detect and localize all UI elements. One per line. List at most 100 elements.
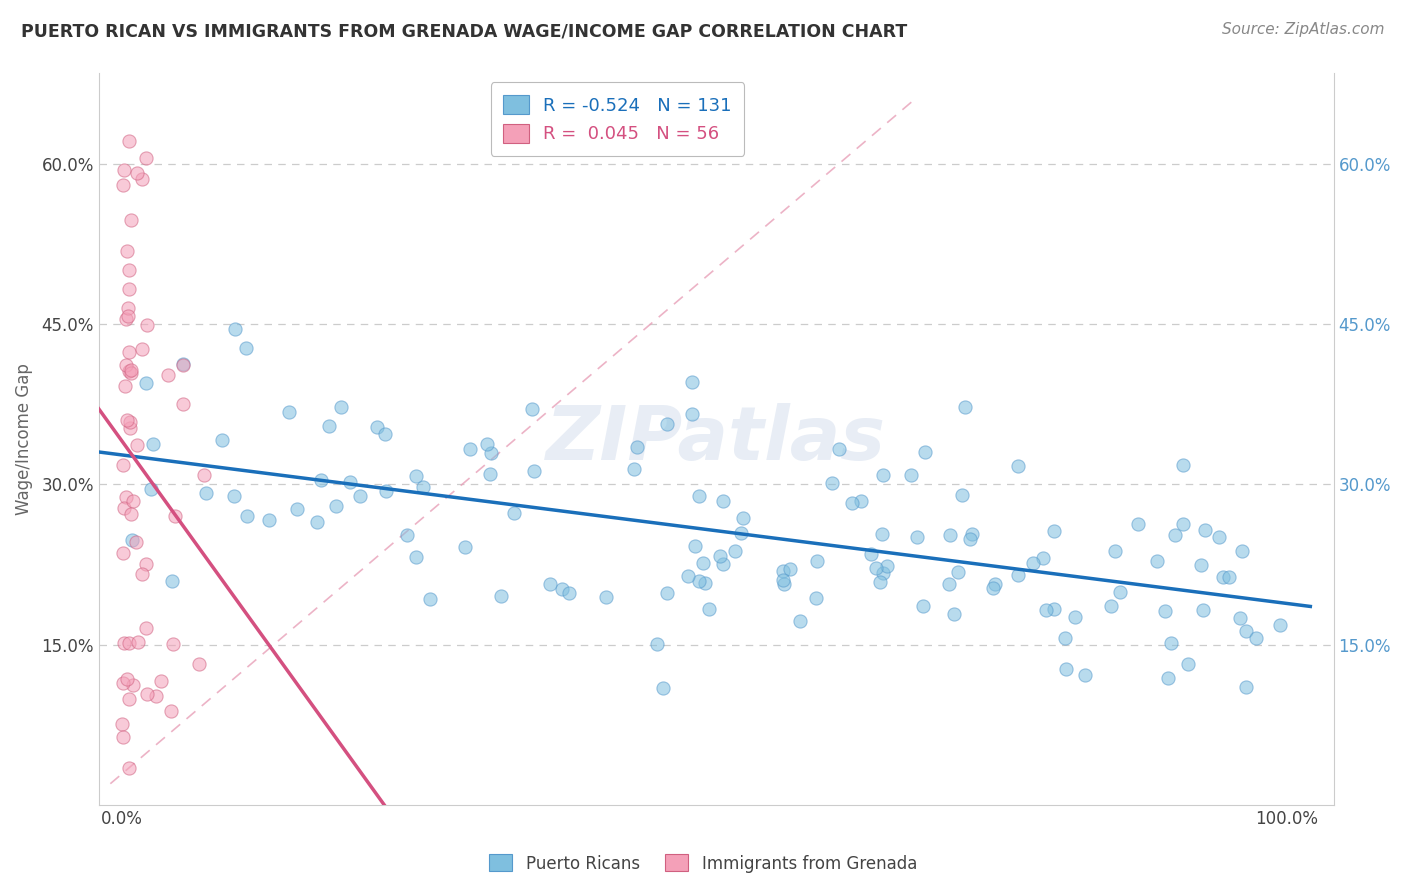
Point [329, 400, 352, 414]
Point [122, 677, 145, 691]
Point [120, 366, 142, 380]
Point [118, 282, 141, 296]
Point [912, 599, 935, 613]
Point [959, 533, 981, 547]
Point [595, 590, 617, 604]
Point [688, 574, 710, 588]
Point [475, 437, 498, 451]
Point [789, 614, 811, 628]
Point [1032, 550, 1054, 565]
Point [657, 586, 679, 600]
Point [688, 489, 710, 503]
Point [117, 310, 139, 324]
Point [872, 566, 894, 581]
Point [139, 482, 162, 496]
Point [869, 575, 891, 590]
Point [772, 573, 794, 587]
Point [1022, 556, 1045, 570]
Point [111, 731, 134, 745]
Point [865, 561, 887, 575]
Point [112, 636, 135, 650]
Point [478, 467, 501, 482]
Point [374, 427, 396, 442]
Point [112, 178, 135, 192]
Point [711, 494, 734, 508]
Point [121, 493, 143, 508]
Y-axis label: Wage/Income Gap: Wage/Income Gap [15, 363, 32, 515]
Point [1054, 662, 1077, 676]
Point [828, 442, 851, 457]
Point [1007, 568, 1029, 582]
Point [236, 509, 259, 524]
Point [1160, 636, 1182, 650]
Legend: Puerto Ricans, Immigrants from Grenada: Puerto Ricans, Immigrants from Grenada [482, 847, 924, 880]
Point [405, 549, 427, 564]
Point [981, 582, 1004, 596]
Point [118, 421, 141, 435]
Point [131, 171, 153, 186]
Point [1054, 631, 1077, 645]
Point [1194, 523, 1216, 537]
Point [773, 577, 796, 591]
Point [162, 637, 184, 651]
Point [779, 562, 801, 576]
Point [211, 433, 233, 447]
Point [859, 547, 882, 561]
Point [375, 483, 398, 498]
Point [111, 717, 134, 731]
Point [112, 163, 135, 178]
Point [136, 687, 159, 701]
Point [160, 574, 183, 589]
Point [872, 468, 894, 483]
Point [479, 446, 502, 460]
Point [396, 528, 419, 542]
Point [1171, 517, 1194, 532]
Point [325, 499, 347, 513]
Point [681, 375, 703, 389]
Point [454, 541, 477, 555]
Point [285, 502, 308, 516]
Point [145, 689, 167, 703]
Point [131, 343, 153, 357]
Point [118, 364, 141, 378]
Point [1189, 558, 1212, 572]
Point [502, 506, 524, 520]
Point [111, 458, 134, 472]
Point [405, 468, 427, 483]
Point [983, 577, 1005, 591]
Point [339, 475, 361, 490]
Text: ZIPatlas: ZIPatlas [546, 402, 886, 475]
Point [1173, 458, 1195, 472]
Point [1234, 624, 1257, 638]
Point [676, 569, 699, 583]
Point [1177, 657, 1199, 671]
Point [652, 681, 675, 696]
Point [821, 476, 844, 491]
Point [1099, 599, 1122, 614]
Point [1268, 618, 1291, 632]
Point [645, 637, 668, 651]
Point [1164, 528, 1187, 542]
Point [160, 705, 183, 719]
Point [1064, 610, 1087, 624]
Point [277, 405, 299, 419]
Text: Source: ZipAtlas.com: Source: ZipAtlas.com [1222, 22, 1385, 37]
Point [135, 557, 157, 571]
Point [149, 673, 172, 688]
Point [117, 636, 139, 650]
Point [841, 496, 863, 510]
Point [491, 589, 513, 603]
Point [309, 473, 332, 487]
Point [157, 368, 180, 382]
Point [960, 527, 983, 541]
Point [127, 438, 149, 452]
Point [120, 507, 142, 521]
Point [1007, 458, 1029, 473]
Point [142, 437, 165, 451]
Point [623, 462, 645, 476]
Point [538, 576, 561, 591]
Point [626, 440, 648, 454]
Point [224, 322, 246, 336]
Point [946, 566, 969, 580]
Point [111, 676, 134, 690]
